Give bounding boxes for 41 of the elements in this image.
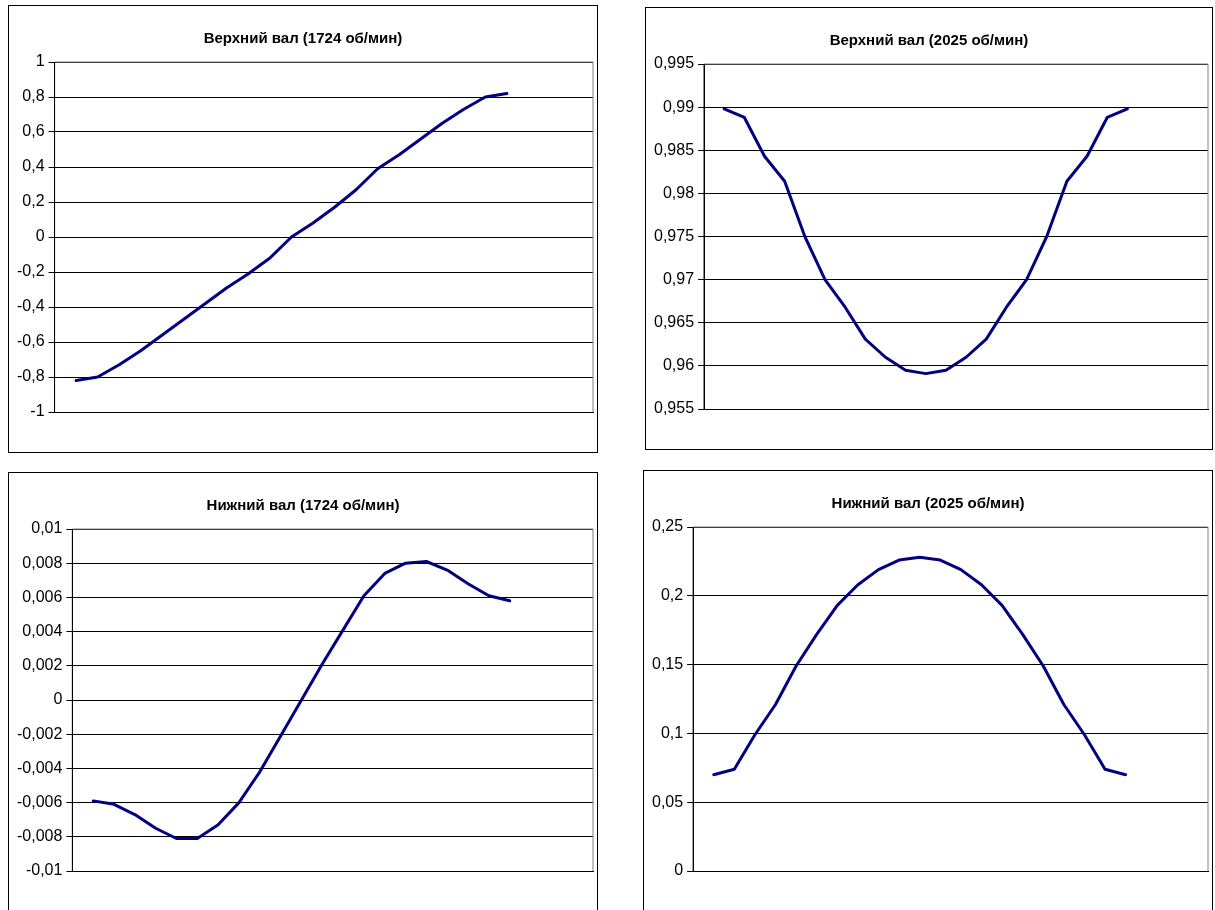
y-tick-label: 0,25 [652,517,684,535]
y-tick-label: 0,2 [660,586,684,604]
y-tick-label: 0,985 [653,140,695,158]
y-tick-label: 0,2 [22,192,45,210]
y-tick-label: -0,6 [16,332,45,350]
y-tick-label: 0,965 [653,313,695,331]
y-tick-label: 0,955 [653,399,695,417]
y-tick-label: 0,002 [22,656,63,674]
y-tick-label: 0,004 [22,622,63,640]
y-tick-label: 0,05 [652,792,684,810]
y-tick-label: 0,1 [660,723,684,741]
y-tick-label: 0,6 [22,122,45,140]
y-tick-label: 0 [35,227,45,245]
chart-title: Верхний вал (1724 об/мин) [203,29,403,47]
y-tick-label: 0,4 [22,157,45,175]
y-tick-label: 0 [674,861,684,879]
y-tick-label: 1 [35,52,45,70]
y-tick-label: -0,4 [16,297,45,315]
y-tick-label: -0,008 [16,827,63,845]
y-tick-label: 0,8 [22,87,45,105]
chart-title: Нижний вал (1724 об/мин) [206,496,400,514]
y-tick-label: 0,98 [662,183,695,201]
chart-title: Нижний вал (2025 об/мин) [831,494,1025,512]
chart-title: Верхний вал (2025 об/мин) [829,31,1029,49]
y-tick-label: -0,2 [16,262,45,280]
y-tick-label: 0,99 [662,97,695,115]
y-tick-label: 0,975 [653,226,695,244]
y-tick-label: 0,96 [662,356,695,374]
y-tick-label: 0,995 [653,54,695,72]
y-tick-label: 0 [53,690,63,708]
y-tick-label: -1 [30,402,45,420]
y-tick-label: -0,8 [16,367,45,385]
y-tick-label: -0,01 [25,861,63,879]
y-tick-label: 0,97 [662,270,695,288]
y-tick-label: -0,006 [16,793,63,811]
y-tick-label: 0,008 [22,553,63,571]
y-tick-label: -0,002 [16,724,63,742]
y-tick-label: 0,006 [22,587,63,605]
y-tick-label: 0,01 [31,519,63,537]
y-tick-label: 0,15 [652,655,684,673]
y-tick-label: -0,004 [16,758,63,776]
